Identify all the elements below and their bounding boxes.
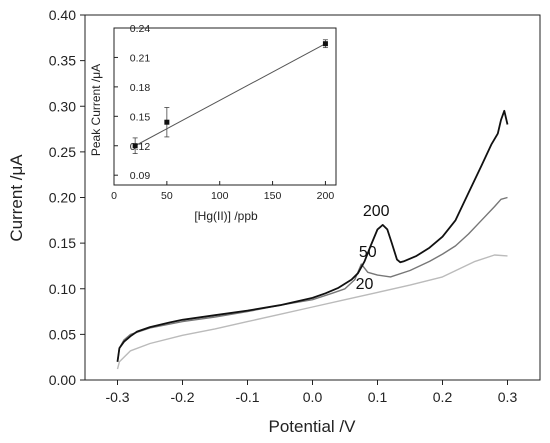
inset-data-point [132,143,138,149]
main-x-tick-label: 0.3 [498,389,518,405]
main-x-tick-label: 0.0 [303,389,323,405]
main-x-axis-title: Potential /V [269,417,357,436]
inset-x-tick-label: 50 [161,190,173,202]
main-x-tick-label: -0.2 [170,389,194,405]
main-series-group [116,109,509,370]
main-y-axis-title: Current /μA [7,154,26,242]
main-x-tick-label: 0.2 [433,389,453,405]
curve-label-20: 20 [356,276,374,293]
main-x-tick-label: -0.3 [105,389,129,405]
main-x-tick-label: 0.1 [368,389,388,405]
inset-y-tick-label: 0.09 [130,170,151,182]
main-y-tick-label: 0.30 [49,98,76,114]
main-y-tick-label: 0.40 [49,7,76,23]
main-y-tick-label: 0.25 [49,144,76,160]
inset-plot-area [113,27,337,186]
inset-y-tick-label: 0.15 [130,111,151,123]
main-y-tick-label: 0.05 [49,326,76,342]
inset-series-group [132,39,328,155]
curve-label-200: 200 [363,203,390,220]
curve-labels: 200 50 20 [356,203,390,293]
inset-x-tick-label: 200 [317,190,335,202]
inset-x-tick-label: 100 [211,190,229,202]
inset-data-point [322,41,328,47]
main-x-tick-label: -0.1 [235,389,259,405]
main-axes: -0.3 -0.2 -0.1 0.0 0.1 0.2 0.3 0.00 0.05 0.10 0.15… [49,7,518,405]
main-y-tick-label: 0.10 [49,281,76,297]
inset-x-tick-label: 150 [264,190,282,202]
inset-y-axis-title: Peak Current /μA [89,64,103,156]
inset-y-tick-label: 0.24 [130,23,151,35]
inset-x-axis-title: [Hg(II)] /ppb [194,209,258,223]
inset-y-tick-label: 0.21 [130,52,151,64]
main-y-tick-label: 0.15 [49,235,76,251]
series-line-200 [116,109,509,362]
curve-label-50: 50 [359,244,377,261]
main-y-tick-label: 0.20 [49,190,76,206]
inset-data-point [164,119,170,125]
series-line-20 [116,254,508,370]
main-y-tick-label: 0.35 [49,53,76,69]
inset-x-tick-label: 0 [111,190,117,202]
inset-y-tick-label: 0.18 [130,82,151,94]
main-y-tick-label: 0.00 [49,372,76,388]
